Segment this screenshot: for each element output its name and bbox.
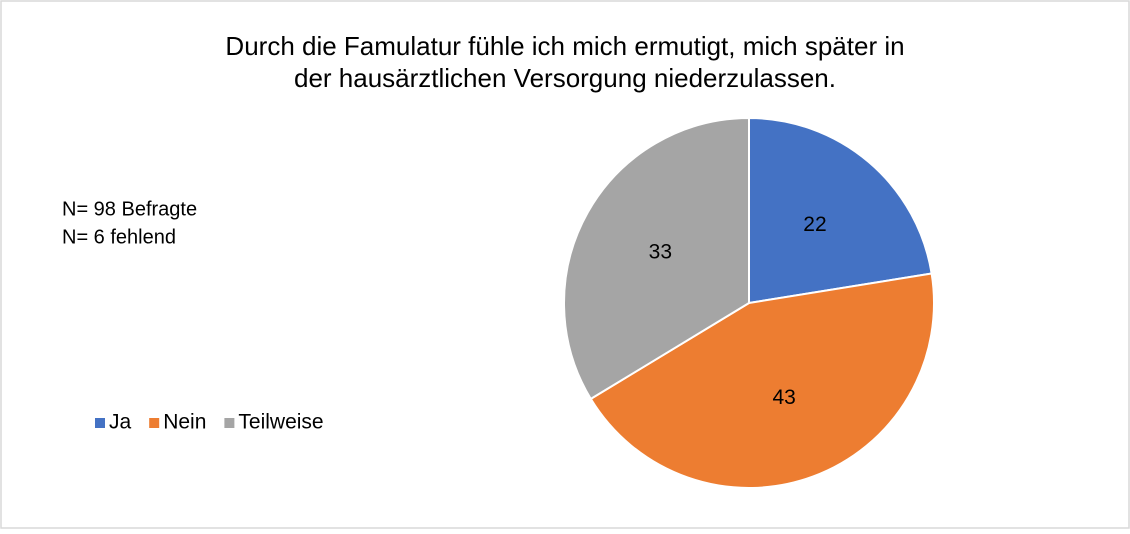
chart-title: der hausärztlichen Versorgung niederzula… xyxy=(294,63,836,93)
legend-swatch xyxy=(95,418,105,428)
data-label: 22 xyxy=(803,213,826,236)
legend-swatch xyxy=(149,418,160,428)
pie-slice xyxy=(589,272,935,489)
pie-slice xyxy=(748,116,933,305)
legend-label: Teilweise xyxy=(238,411,323,434)
annotation: N= 98 Befragte xyxy=(62,198,197,220)
data-label: 43 xyxy=(772,386,795,409)
legend-label: Ja xyxy=(109,411,132,434)
legend-swatch xyxy=(224,418,235,428)
chart-title: Durch die Famulatur fühle ich mich ermut… xyxy=(225,31,904,61)
annotation: N= 6 fehlend xyxy=(62,226,176,248)
data-label: 33 xyxy=(649,241,672,264)
legend-label: Nein xyxy=(163,411,206,434)
pie-slice xyxy=(563,116,750,401)
